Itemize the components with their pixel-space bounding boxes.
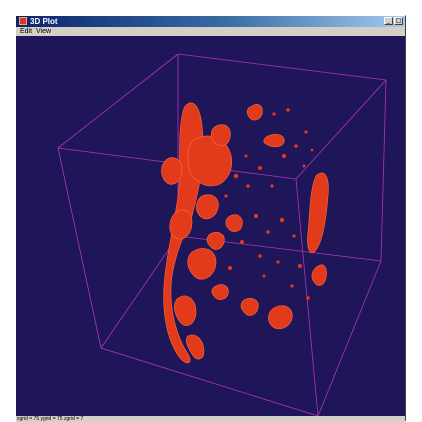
box-edge — [295, 79, 387, 180]
box-edge — [177, 53, 387, 81]
speck — [294, 144, 298, 148]
blob — [196, 194, 219, 220]
speck — [306, 296, 310, 300]
blob — [206, 232, 225, 250]
blob — [307, 172, 329, 254]
blob — [186, 334, 205, 360]
box-edge — [317, 260, 382, 416]
blob — [169, 209, 193, 240]
blob — [174, 295, 197, 326]
speck — [276, 260, 280, 264]
status-bar: xgrid = 75 ygrid = 75 zgrid = 7 — [16, 416, 405, 422]
blob — [161, 157, 183, 185]
plot-viewport[interactable] — [16, 36, 405, 416]
box-edge — [57, 53, 179, 149]
box-edge — [100, 235, 179, 349]
speck — [298, 264, 302, 268]
blob — [240, 298, 259, 316]
box-edge — [380, 79, 387, 262]
blob — [211, 284, 229, 300]
speck — [282, 154, 286, 158]
maximize-button[interactable]: □ — [394, 17, 403, 25]
menu-edit[interactable]: Edit — [20, 28, 33, 35]
blob — [311, 264, 327, 286]
blob — [225, 214, 243, 232]
speck — [262, 274, 266, 278]
speck — [254, 214, 258, 218]
blob — [187, 248, 217, 280]
blob — [263, 134, 285, 148]
isosurface-specks — [224, 108, 314, 300]
speck — [258, 166, 262, 170]
isosurface-blobs — [161, 102, 329, 364]
speck — [292, 234, 296, 238]
box-edge — [57, 147, 102, 349]
blob — [210, 124, 231, 146]
speck — [272, 112, 276, 116]
speck — [290, 284, 294, 288]
plot-window: 3D Plot _ □ Edit View — [15, 15, 406, 422]
minimize-button[interactable]: _ — [384, 17, 393, 25]
speck — [304, 130, 308, 134]
speck — [258, 254, 262, 258]
speck — [279, 217, 285, 223]
speck — [270, 184, 274, 188]
blob — [246, 104, 263, 121]
title-bar[interactable]: 3D Plot _ □ — [16, 16, 405, 27]
speck — [240, 240, 244, 244]
window-title: 3D Plot — [30, 17, 58, 26]
speck — [233, 173, 239, 179]
speck — [246, 184, 250, 188]
plot-canvas — [57, 53, 387, 416]
menu-view[interactable]: View — [36, 28, 52, 35]
app-icon — [19, 17, 27, 25]
box-edge — [100, 347, 319, 416]
speck — [244, 154, 248, 158]
speck — [310, 148, 314, 152]
speck — [228, 266, 232, 270]
speck — [224, 194, 228, 198]
speck — [286, 108, 290, 112]
menu-bar: Edit View — [16, 27, 405, 36]
speck — [266, 230, 270, 234]
speck — [302, 164, 306, 168]
blob — [268, 305, 293, 330]
